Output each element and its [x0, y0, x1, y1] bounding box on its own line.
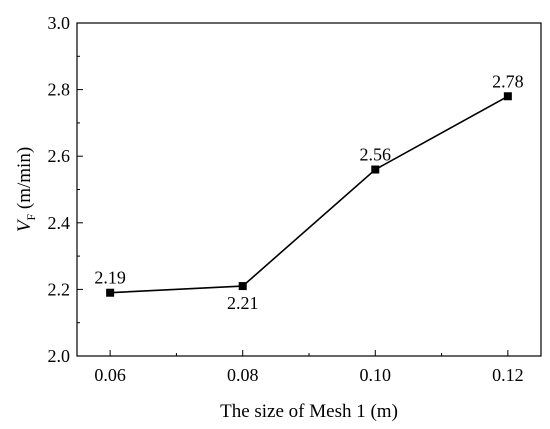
data-label: 2.19	[94, 268, 126, 288]
x-tick-label: 0.12	[492, 365, 524, 385]
y-tick-label: 2.2	[48, 279, 71, 299]
y-tick-label: 3.0	[48, 13, 71, 33]
data-label: 2.21	[227, 293, 259, 313]
data-labels: 2.19 2.21 2.56 2.78	[94, 71, 523, 313]
series-line	[110, 95, 509, 294]
y-axis-label-unit: (m/min)	[14, 147, 35, 214]
x-tick-label: 0.06	[94, 365, 126, 385]
data-point-marker	[238, 282, 247, 291]
y-axis-label: VF (m/min)	[14, 147, 38, 232]
y-tick-label: 2.4	[48, 213, 71, 233]
y-tick-label: 2.0	[48, 346, 71, 366]
data-point-marker	[106, 288, 115, 297]
series-markers	[106, 92, 512, 297]
data-point-marker	[503, 92, 512, 101]
y-axis-label-subscript: F	[24, 214, 38, 221]
y-axis-ticks: 2.0 2.2 2.4 2.6 2.8 3.0	[48, 13, 83, 366]
data-label: 2.78	[492, 71, 524, 91]
x-axis-ticks: 0.06 0.08 0.10 0.12	[94, 350, 524, 385]
x-tick-label: 0.08	[227, 365, 259, 385]
y-axis-label-main: V	[14, 218, 35, 232]
y-tick-label: 2.6	[48, 146, 71, 166]
plot-frame	[76, 22, 542, 357]
y-tick-label: 2.8	[48, 80, 71, 100]
data-point-marker	[371, 165, 380, 174]
data-label: 2.56	[360, 145, 392, 165]
x-tick-label: 0.10	[360, 365, 392, 385]
x-axis-label: The size of Mesh 1 (m)	[220, 401, 398, 422]
